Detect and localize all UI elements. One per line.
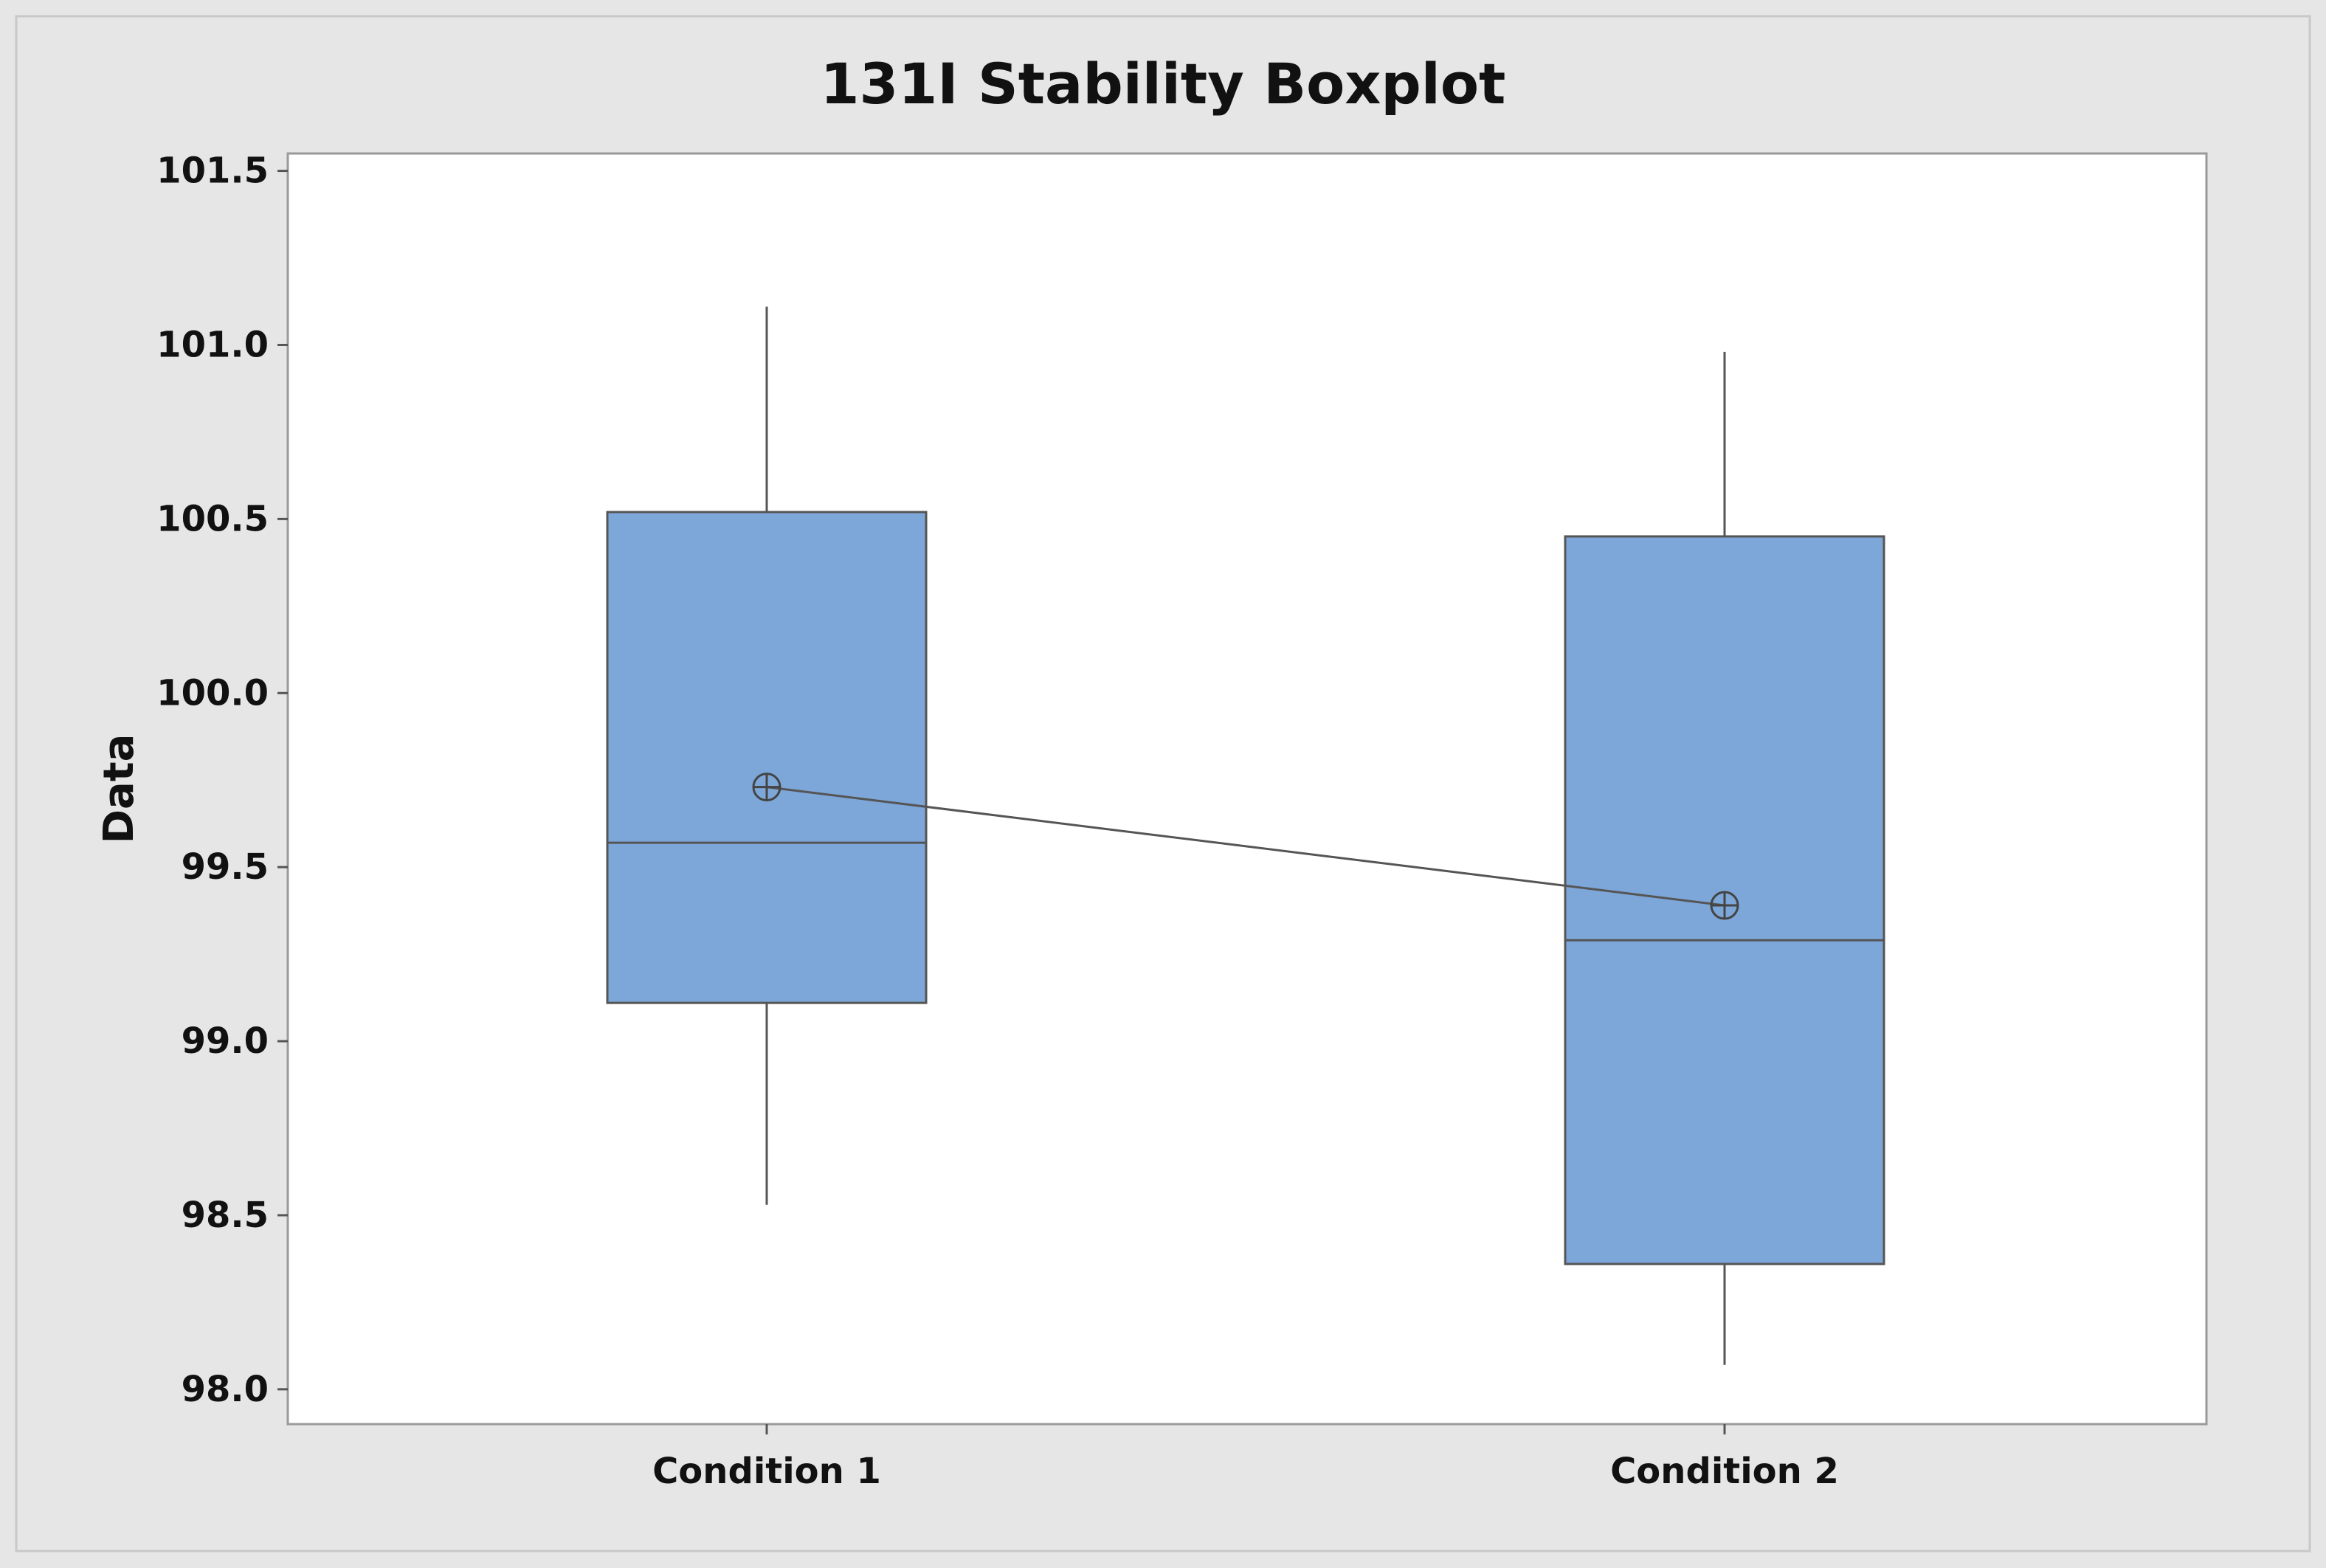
y-tick-label: 101.0 [156, 324, 269, 365]
plot-area [286, 152, 2208, 1426]
x-tick-label: Condition 2 [1610, 1451, 1839, 1492]
mean-marker [752, 773, 781, 802]
y-axis: 98.0 98.5 99.0 99.5 100.0 100.5 101.0 101.5 [156, 151, 289, 1424]
y-tick-label: 99.0 [182, 1020, 269, 1062]
x-axis: Condition 1 Condition 2 [652, 1424, 1839, 1492]
y-tick-label: 99.5 [182, 846, 269, 888]
mean-marker [1710, 891, 1739, 920]
chart-title: 131I Stability Boxplot [821, 51, 1506, 117]
mean-markers [752, 773, 1739, 920]
y-axis-label: Data [95, 734, 143, 844]
x-tick-label: Condition 1 [652, 1451, 881, 1492]
iqr-box [606, 511, 928, 1004]
y-tick-label: 100.5 [156, 498, 269, 539]
mean-connect-line [766, 786, 1725, 907]
y-tick-label: 100.0 [156, 672, 269, 714]
figure-border [15, 15, 2311, 1553]
y-tick-label: 101.5 [156, 151, 269, 192]
y-tick-label: 98.0 [182, 1369, 269, 1410]
y-tick-label: 98.5 [182, 1195, 269, 1236]
